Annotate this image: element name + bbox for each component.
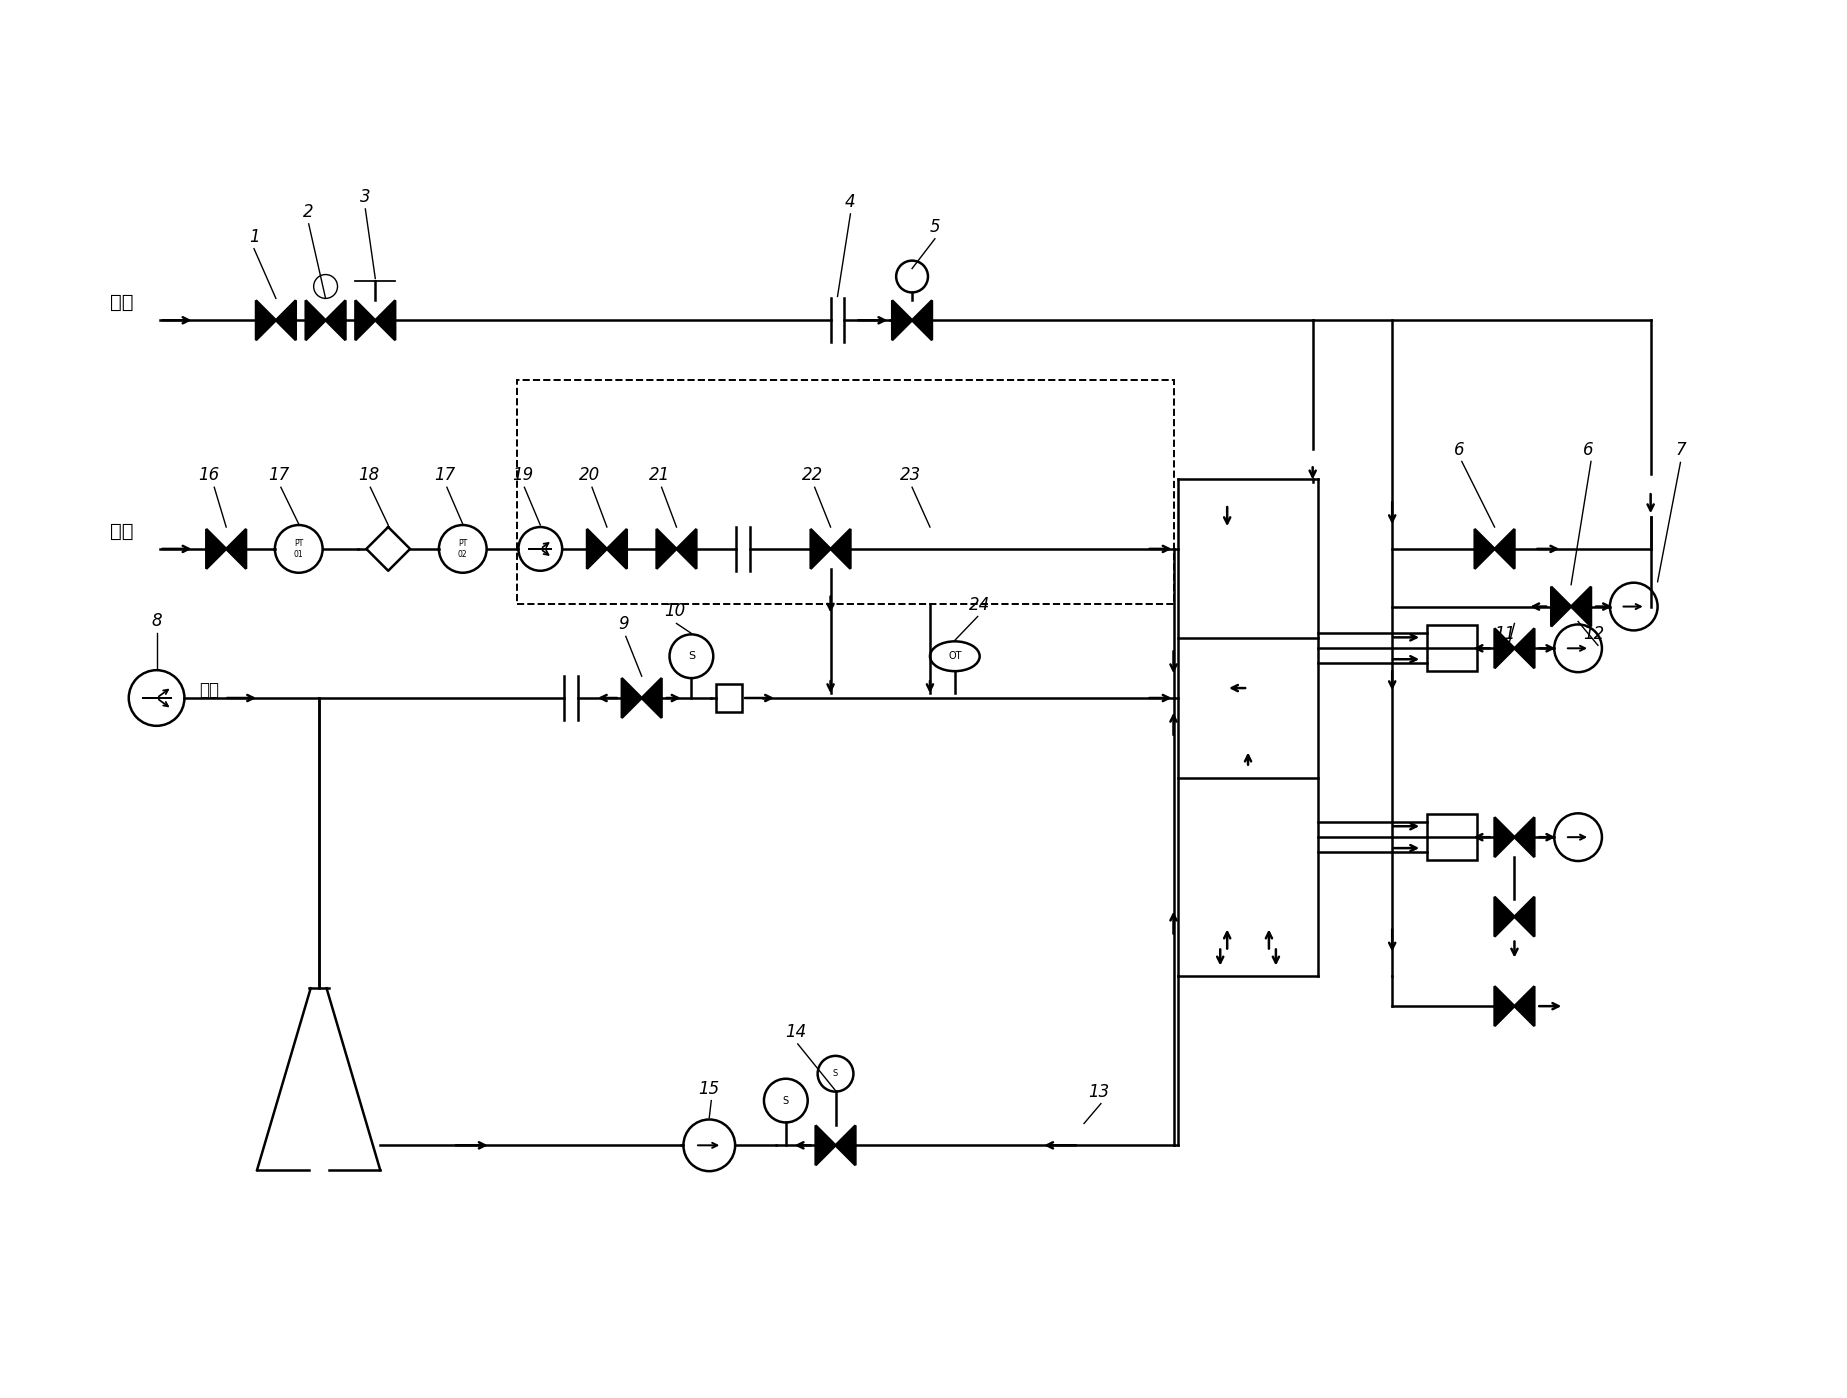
Polygon shape xyxy=(835,1125,855,1165)
Text: 11: 11 xyxy=(1494,625,1515,643)
Text: 19: 19 xyxy=(512,467,534,484)
Text: 14: 14 xyxy=(785,1023,807,1042)
Text: 空气: 空气 xyxy=(199,681,220,699)
Polygon shape xyxy=(1494,629,1515,668)
Polygon shape xyxy=(1515,629,1535,668)
Text: 13: 13 xyxy=(1088,1082,1110,1100)
Bar xyxy=(717,684,742,712)
Text: 4: 4 xyxy=(846,193,855,211)
Polygon shape xyxy=(207,528,225,569)
Text: 3: 3 xyxy=(360,187,371,206)
Polygon shape xyxy=(375,301,395,340)
Text: PT
01: PT 01 xyxy=(294,540,303,559)
Polygon shape xyxy=(1494,986,1515,1026)
Text: 17: 17 xyxy=(434,467,456,484)
Text: 18: 18 xyxy=(358,467,379,484)
Polygon shape xyxy=(1494,528,1515,569)
Polygon shape xyxy=(1572,587,1590,626)
Bar xyxy=(1428,625,1478,671)
Text: 17: 17 xyxy=(268,467,290,484)
Text: 2: 2 xyxy=(303,203,314,221)
Polygon shape xyxy=(816,1125,835,1165)
Polygon shape xyxy=(641,678,661,719)
Polygon shape xyxy=(1515,818,1535,857)
Polygon shape xyxy=(676,528,696,569)
Text: 15: 15 xyxy=(698,1079,720,1097)
Bar xyxy=(517,380,1173,604)
Text: 氧气: 氧气 xyxy=(109,521,133,541)
Text: OT: OT xyxy=(948,651,962,661)
Text: 5: 5 xyxy=(929,218,940,236)
Text: 9: 9 xyxy=(619,615,630,633)
Text: 20: 20 xyxy=(580,467,600,484)
Bar xyxy=(1428,814,1478,860)
Polygon shape xyxy=(1551,587,1572,626)
Text: S: S xyxy=(833,1069,839,1078)
Text: PT
02: PT 02 xyxy=(458,540,467,559)
Text: 24: 24 xyxy=(970,596,990,614)
Polygon shape xyxy=(608,528,626,569)
Polygon shape xyxy=(355,301,375,340)
Text: 8: 8 xyxy=(151,612,163,630)
Text: 16: 16 xyxy=(199,467,220,484)
Text: 6: 6 xyxy=(1583,442,1594,460)
Polygon shape xyxy=(275,301,296,340)
Text: S: S xyxy=(783,1096,789,1106)
Polygon shape xyxy=(892,301,912,340)
Polygon shape xyxy=(1474,528,1494,569)
Polygon shape xyxy=(307,301,325,340)
Text: 22: 22 xyxy=(802,467,824,484)
Polygon shape xyxy=(587,528,608,569)
Text: 12: 12 xyxy=(1583,625,1605,643)
Polygon shape xyxy=(1494,896,1515,937)
Text: 10: 10 xyxy=(663,603,685,621)
Text: 6: 6 xyxy=(1454,442,1465,460)
Polygon shape xyxy=(225,528,246,569)
Polygon shape xyxy=(1515,896,1535,937)
Polygon shape xyxy=(811,528,831,569)
Text: 煤气: 煤气 xyxy=(109,292,133,312)
Polygon shape xyxy=(257,301,275,340)
Polygon shape xyxy=(656,528,676,569)
Polygon shape xyxy=(1494,818,1515,857)
Polygon shape xyxy=(622,678,641,719)
Polygon shape xyxy=(912,301,933,340)
Polygon shape xyxy=(831,528,850,569)
Text: 1: 1 xyxy=(249,228,259,246)
Text: 21: 21 xyxy=(648,467,670,484)
Polygon shape xyxy=(1515,986,1535,1026)
Text: S: S xyxy=(687,651,694,661)
Text: 7: 7 xyxy=(1675,442,1686,460)
Polygon shape xyxy=(325,301,345,340)
Text: 23: 23 xyxy=(899,467,920,484)
